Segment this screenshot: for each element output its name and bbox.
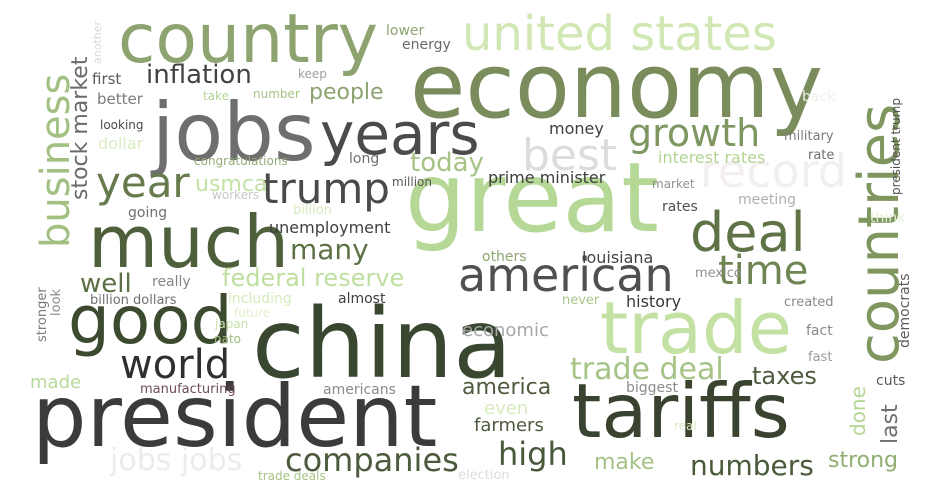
word-record: record [700,144,847,198]
word-think: think [870,210,906,226]
word-today: today [410,148,484,178]
word-federal-reserve: federal reserve [222,264,405,292]
word-best: best [522,130,618,181]
word-billion-dollars: billion dollars [90,293,177,308]
word-meeting: meeting [738,192,797,208]
word-really: really [152,274,191,290]
word-another: another [91,20,104,64]
word-take: take [203,89,229,103]
word-economy: economy [410,34,823,139]
word-congratulations: congratulations [194,154,288,168]
word-others: others [482,249,527,265]
word-world: world [120,342,231,388]
word-louisiana: louisiana [582,248,654,267]
word-unemployment: unemployment [269,218,391,237]
word-good: good [68,282,233,359]
word-president: president [32,367,438,467]
word-well: well [80,269,132,299]
word-lower: lower [386,23,425,39]
word-election: election [458,468,510,483]
word-democrats: democrats [897,273,913,348]
word-trade-deals: trade deals [258,469,326,483]
word-tariffs: tariffs [572,367,790,455]
word-great: great [405,142,659,254]
word-rates: rates [662,199,698,215]
word-make: make [594,450,655,475]
word-many: many [290,233,369,266]
word-looking: looking [100,118,144,132]
word-china: china [252,288,512,400]
word-rate: rate [808,148,835,163]
word-keep: keep [298,67,327,81]
word-americans: americans [323,382,396,398]
word-energy: energy [402,37,451,53]
word-time: time [718,248,809,294]
word-last: last [878,404,903,444]
word-back: back [802,89,836,105]
word-created: created [784,295,834,310]
word-america: america [462,375,552,400]
word-years: years [320,100,480,168]
word-fast: fast [808,350,833,365]
word-mexico: mexico [695,266,742,281]
word-much: much [88,200,289,284]
word-long: long [349,151,380,167]
word-trade-deal: trade deal [570,352,724,387]
word-economic: economic [462,320,549,341]
word-stronger: stronger [35,287,50,342]
word-billion: billion [293,203,332,218]
word-done: done [846,386,870,436]
word-fact: fact [806,323,833,339]
word-military: military [784,129,834,144]
word-usmca: usmca [195,172,268,197]
word-manufacturing: manufacturing [140,382,236,397]
word-prime-minister: prime minister [488,168,606,187]
word-stock-market: stock market [68,56,93,200]
word-jobs-jobs: jobs jobs [110,443,243,478]
word-president-trump: president trump [889,98,903,195]
word-strong: strong [828,448,899,473]
word-people: people [309,80,384,105]
word-growth: growth [628,111,761,155]
word-numbers: numbers [690,449,814,482]
word-american: american [458,248,674,302]
word-nato: nato [214,332,242,346]
word-farmers: farmers [474,415,544,436]
word-cuts: cuts [876,373,906,389]
word-deal: deal [690,201,806,264]
word-including: including [228,291,292,307]
word-interest-rates: interest rates [658,148,766,167]
word-never: never [562,293,600,308]
word-history: history [626,292,682,311]
word-going: going [128,205,168,221]
word-market: market [652,177,695,191]
word-taxes: taxes [752,362,817,390]
word-first: first [92,70,122,88]
word-jobs: jobs [152,86,316,179]
word-trade: trade [600,286,792,370]
word-trump: trump [262,164,390,213]
word-workers: workers [212,188,260,202]
word-biggest: biggest [626,380,678,396]
word-almost: almost [338,291,386,307]
word-number: number [253,87,300,101]
word-dollar: dollar [98,134,144,153]
word-japan: japan [215,317,249,331]
word-money: money [549,119,604,138]
word-united-states: united states [462,6,777,62]
word-even: even [484,398,529,419]
word-high: high [498,435,568,473]
word-better: better [97,90,143,108]
word-year: year [96,158,190,207]
word-look: look [49,288,64,316]
word-real: real [674,419,697,433]
word-million: million [392,175,432,189]
word-future: future [234,306,271,320]
word-companies: companies [285,441,459,479]
word-country: country [118,0,379,79]
word-inflation: inflation [146,60,252,90]
word-made: made [30,372,82,393]
